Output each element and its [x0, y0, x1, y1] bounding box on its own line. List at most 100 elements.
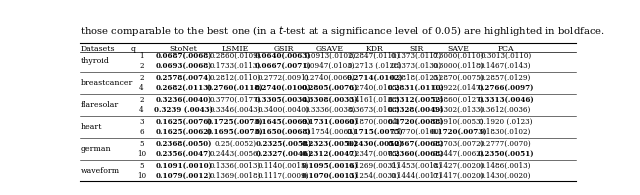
Text: 0.1430(.0020): 0.1430(.0020) — [480, 172, 531, 180]
Text: german: german — [81, 145, 111, 153]
Text: 0.2443(.0056): 0.2443(.0056) — [209, 150, 261, 158]
Text: 0.2805(.0076): 0.2805(.0076) — [301, 84, 358, 92]
Text: 0.2312(.0047): 0.2312(.0047) — [301, 150, 358, 158]
Text: 2: 2 — [140, 96, 144, 104]
Text: 0.2703(.0072): 0.2703(.0072) — [433, 140, 484, 148]
Text: PCA: PCA — [497, 45, 514, 53]
Text: 0.1427(.0020): 0.1427(.0020) — [433, 162, 484, 170]
Text: 0.1091(.0010): 0.1091(.0010) — [156, 162, 212, 170]
Text: 0.3236(.0040): 0.3236(.0040) — [156, 96, 212, 104]
Text: 0.1731(.0060): 0.1731(.0060) — [301, 118, 358, 126]
Text: 0.2740(.0105): 0.2740(.0105) — [349, 84, 400, 92]
Text: 0.2350(.0051): 0.2350(.0051) — [477, 150, 534, 158]
Text: 0.3770(.0177): 0.3770(.0177) — [209, 96, 261, 104]
Text: 0.2740(.0100): 0.2740(.0100) — [255, 84, 312, 92]
Text: 0.2857(.0129): 0.2857(.0129) — [480, 74, 531, 82]
Text: LSMIE: LSMIE — [221, 45, 249, 53]
Text: 0.1910(.0053): 0.1910(.0053) — [433, 118, 484, 126]
Text: 10: 10 — [137, 172, 146, 180]
Text: SIR: SIR — [409, 45, 424, 53]
Text: 0.1095(.0016): 0.1095(.0016) — [301, 162, 358, 170]
Text: 0.1733(.0113): 0.1733(.0113) — [210, 62, 260, 70]
Text: 0.3000(.0118): 0.3000(.0118) — [433, 62, 484, 70]
Text: 6: 6 — [139, 128, 144, 136]
Text: 0.0947(.0103): 0.0947(.0103) — [304, 62, 355, 70]
Text: those comparable to the best one (in a $t$-test at a significance level of 0.05): those comparable to the best one (in a $… — [80, 24, 605, 38]
Text: 0.1269(.0031): 0.1269(.0031) — [349, 162, 400, 170]
Text: SAVE: SAVE — [447, 45, 469, 53]
Text: 0.1140(.0015): 0.1140(.0015) — [258, 162, 309, 170]
Text: 0.3313(.0046): 0.3313(.0046) — [477, 96, 534, 104]
Text: 0.3312(.0052): 0.3312(.0052) — [388, 96, 444, 104]
Text: 0.3346(.0043): 0.3346(.0043) — [209, 106, 261, 114]
Text: 0.3308(.0033): 0.3308(.0033) — [301, 96, 358, 104]
Text: 0.0913(.0102): 0.0913(.0102) — [304, 52, 355, 60]
Text: 3: 3 — [140, 118, 144, 126]
Text: GSIR: GSIR — [273, 45, 294, 53]
Text: 0.2812(.0110): 0.2812(.0110) — [210, 74, 261, 82]
Text: 0.2367(.0068): 0.2367(.0068) — [388, 140, 444, 148]
Text: 0.2777(.0070): 0.2777(.0070) — [480, 140, 531, 148]
Text: 0.2870(.0075): 0.2870(.0075) — [433, 74, 484, 82]
Text: 0.2327(.0046): 0.2327(.0046) — [255, 150, 312, 158]
Text: 4: 4 — [139, 84, 144, 92]
Text: 0.1336(.0013): 0.1336(.0013) — [210, 162, 261, 170]
Text: q: q — [131, 45, 136, 53]
Text: 0.1720(.0073): 0.1720(.0073) — [430, 128, 486, 136]
Text: 0.1720(.0088): 0.1720(.0088) — [388, 118, 445, 126]
Text: StoNet: StoNet — [170, 45, 198, 53]
Text: 0.3239 (.0043): 0.3239 (.0043) — [154, 106, 213, 114]
Text: 0.3612(.0036): 0.3612(.0036) — [480, 106, 531, 114]
Text: 0.2356(.0047): 0.2356(.0047) — [156, 150, 212, 158]
Text: 0.4302(.0133): 0.4302(.0133) — [433, 106, 484, 114]
Text: 0.4860(.0127): 0.4860(.0127) — [433, 96, 484, 104]
Text: 0.2714(.0102): 0.2714(.0102) — [346, 74, 403, 82]
Text: 0.1444(.0017): 0.1444(.0017) — [390, 172, 442, 180]
Text: 0.2430(.0050): 0.2430(.0050) — [346, 140, 403, 148]
Text: 0.1830(.0102): 0.1830(.0102) — [480, 128, 531, 136]
Text: 0.1650(.0068): 0.1650(.0068) — [255, 128, 312, 136]
Text: 0.1117(.0009): 0.1117(.0009) — [258, 172, 309, 180]
Text: GSAVE: GSAVE — [316, 45, 344, 53]
Text: 5: 5 — [140, 162, 144, 170]
Text: thyroid: thyroid — [81, 57, 110, 65]
Text: 0.1373(.0117): 0.1373(.0117) — [391, 52, 442, 60]
Text: 0.1695(.0073): 0.1695(.0073) — [207, 128, 264, 136]
Text: 5: 5 — [140, 140, 144, 148]
Text: 0.2713 (.0128): 0.2713 (.0128) — [348, 62, 401, 70]
Text: flaresolar: flaresolar — [81, 101, 119, 109]
Text: 10: 10 — [137, 150, 146, 158]
Text: 0.4161(.0138): 0.4161(.0138) — [349, 96, 400, 104]
Text: 0.0667(.0071): 0.0667(.0071) — [255, 62, 312, 70]
Text: 0.2847(.0110): 0.2847(.0110) — [349, 52, 400, 60]
Text: 0.2818(.0125): 0.2818(.0125) — [391, 74, 442, 82]
Text: 0.1645(.0069): 0.1645(.0069) — [255, 118, 312, 126]
Text: 0.1373(.0130): 0.1373(.0130) — [391, 62, 442, 70]
Text: 0.1625(.0062): 0.1625(.0062) — [156, 128, 212, 136]
Text: 0.0640(.0063): 0.0640(.0063) — [255, 52, 312, 60]
Text: 0.3673(.0108): 0.3673(.0108) — [349, 106, 400, 114]
Text: 0.0687(.0068): 0.0687(.0068) — [156, 52, 212, 60]
Text: 1: 1 — [140, 52, 144, 60]
Text: 0.2323(.0050): 0.2323(.0050) — [301, 140, 358, 148]
Text: 0.1770(.0100): 0.1770(.0100) — [390, 128, 442, 136]
Text: 0.1715(.0075): 0.1715(.0075) — [346, 128, 403, 136]
Text: 0.1254(.0030): 0.1254(.0030) — [349, 172, 400, 180]
Text: 0.2325(.0058): 0.2325(.0058) — [255, 140, 312, 148]
Text: 0.2922(.0147): 0.2922(.0147) — [433, 84, 484, 92]
Text: 2: 2 — [140, 62, 144, 70]
Text: 0.2447(.0062): 0.2447(.0062) — [433, 150, 484, 158]
Text: 0.2831(.0110): 0.2831(.0110) — [388, 84, 445, 92]
Text: 0.2860(.0109): 0.2860(.0109) — [209, 52, 261, 60]
Text: 0.1754(.0063): 0.1754(.0063) — [304, 128, 355, 136]
Text: 0.1467(.0143): 0.1467(.0143) — [480, 62, 531, 70]
Text: 0.25(.0052): 0.25(.0052) — [214, 140, 256, 148]
Text: 0.2360(.0068): 0.2360(.0068) — [388, 150, 444, 158]
Text: 0.1070(.0013): 0.1070(.0013) — [301, 172, 358, 180]
Text: 0.1417(.0020): 0.1417(.0020) — [433, 172, 484, 180]
Text: 0.3000(.0110): 0.3000(.0110) — [433, 52, 484, 60]
Text: 0.3400(.0040): 0.3400(.0040) — [257, 106, 309, 114]
Text: 0.3328(.0049): 0.3328(.0049) — [388, 106, 444, 114]
Text: heart: heart — [81, 123, 102, 131]
Text: 0.2578(.0074): 0.2578(.0074) — [156, 74, 212, 82]
